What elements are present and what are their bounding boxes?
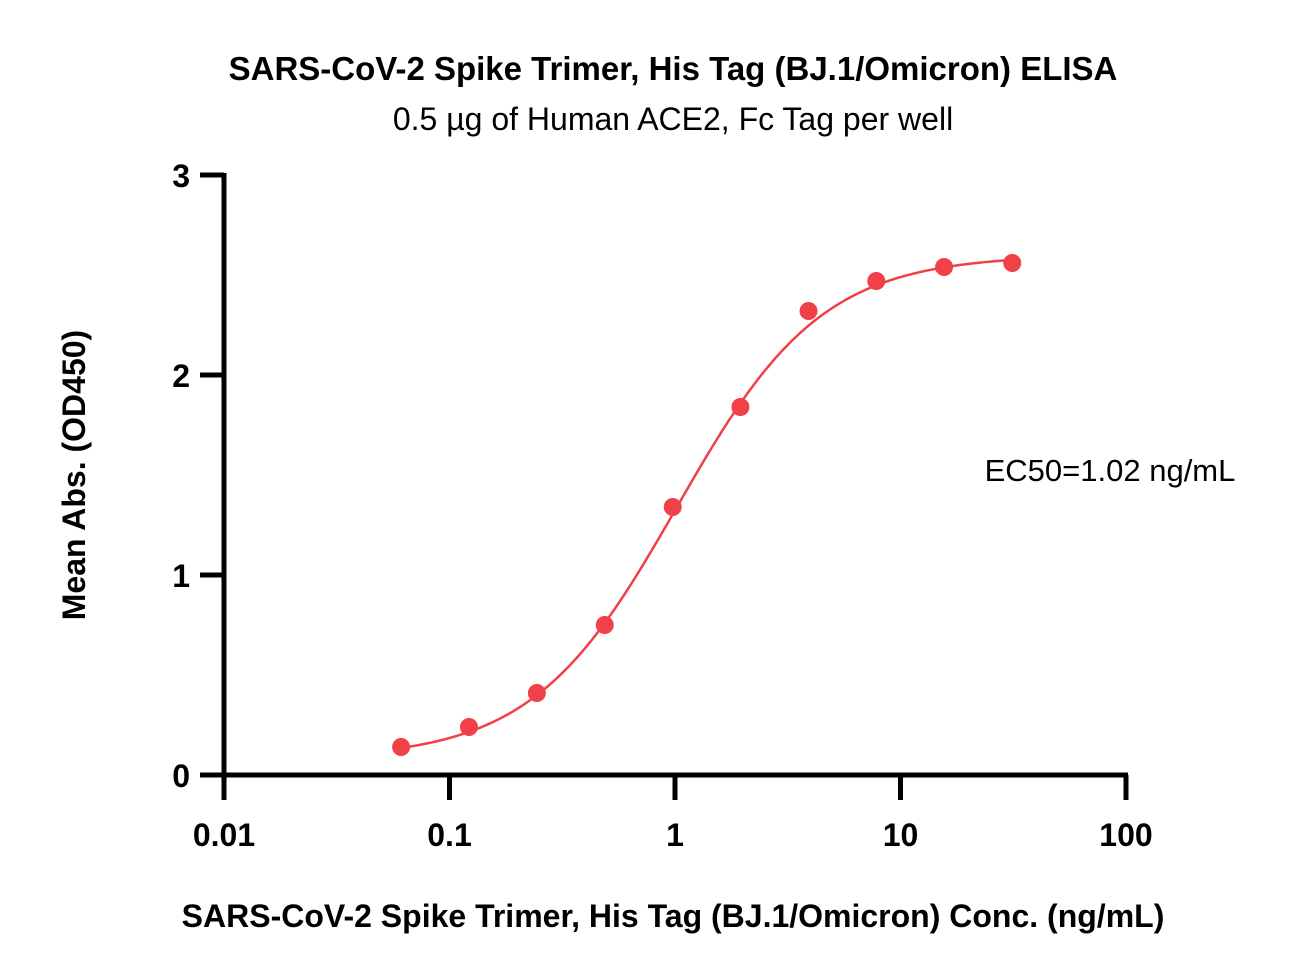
y-tick-label: 0 [172, 758, 190, 794]
x-axis-title: SARS-CoV-2 Spike Trimer, His Tag (BJ.1/O… [182, 898, 1165, 934]
data-point [595, 616, 614, 634]
y-ticks: 0 1 2 3 [172, 158, 224, 794]
x-tick-label: 0.01 [193, 817, 255, 853]
x-tick-label: 100 [1099, 817, 1152, 853]
y-tick-label: 2 [172, 358, 190, 394]
data-point [867, 272, 886, 290]
data-point [663, 498, 682, 516]
data-point [1003, 254, 1022, 272]
x-tick-label: 10 [883, 817, 919, 853]
fit-curve [400, 258, 1013, 750]
y-tick-label: 1 [172, 558, 190, 594]
ec50-annotation: EC50=1.02 ng/mL [985, 453, 1236, 488]
data-points [392, 254, 1022, 756]
data-point [799, 302, 818, 320]
x-ticks: 0.01 0.1 1 10 100 [193, 775, 1153, 853]
chart-title: SARS-CoV-2 Spike Trimer, His Tag (BJ.1/O… [229, 50, 1118, 87]
axes [200, 173, 1128, 778]
data-point [935, 258, 954, 276]
data-point [731, 398, 750, 416]
x-tick-label: 1 [666, 817, 684, 853]
data-point [527, 684, 546, 702]
y-tick-label: 3 [172, 158, 190, 194]
data-point [459, 718, 478, 736]
chart-subtitle: 0.5 µg of Human ACE2, Fc Tag per well [393, 101, 953, 137]
y-axis-title: Mean Abs. (OD450) [56, 330, 92, 620]
x-tick-label: 0.1 [427, 817, 471, 853]
data-point [392, 738, 411, 756]
